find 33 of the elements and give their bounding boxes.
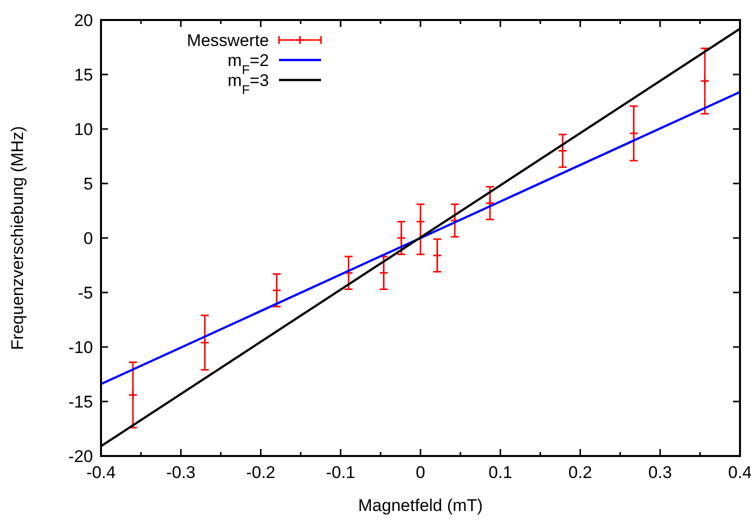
point — [272, 286, 282, 296]
y-tick-label: 20 — [74, 10, 93, 30]
x-tick-label: -0.3 — [166, 463, 196, 482]
x-tick-label: -0.4 — [86, 463, 116, 482]
y-tick-label: -20 — [68, 446, 93, 466]
x-tick-label: -0.1 — [326, 463, 356, 482]
x-tick-label: 0.2 — [568, 463, 592, 482]
legend-label: m$_{F}$=3 — [228, 70, 269, 96]
point — [485, 198, 495, 208]
x-tick-label: 0 — [416, 463, 426, 482]
y-tick-label: 15 — [74, 65, 93, 84]
point — [344, 268, 354, 278]
point — [432, 250, 442, 260]
point — [200, 338, 210, 348]
point — [416, 216, 426, 226]
point — [396, 233, 406, 243]
y-tick-label: 0 — [84, 228, 93, 248]
y-axis-title: Frequenzverschiebung (MHz) — [8, 126, 27, 350]
y-tick-label: -5 — [78, 283, 93, 302]
x-tick-label: 0.1 — [488, 463, 512, 482]
x-axis-title: Magnetfeld (mT) — [358, 496, 483, 515]
y-tick-label: 10 — [74, 120, 93, 139]
x-tick-label: -0.2 — [246, 463, 276, 482]
x-tick-label: 0.3 — [648, 463, 672, 482]
legend-label: Messwerte — [186, 30, 269, 50]
point — [128, 390, 138, 400]
point — [558, 146, 568, 156]
x-tick-label: 0.4 — [728, 463, 751, 482]
point — [700, 76, 710, 86]
y-tick-label: 5 — [84, 174, 93, 194]
y-tick-label: -10 — [68, 338, 93, 357]
y-tick-label: -15 — [68, 392, 93, 412]
point — [629, 128, 639, 138]
